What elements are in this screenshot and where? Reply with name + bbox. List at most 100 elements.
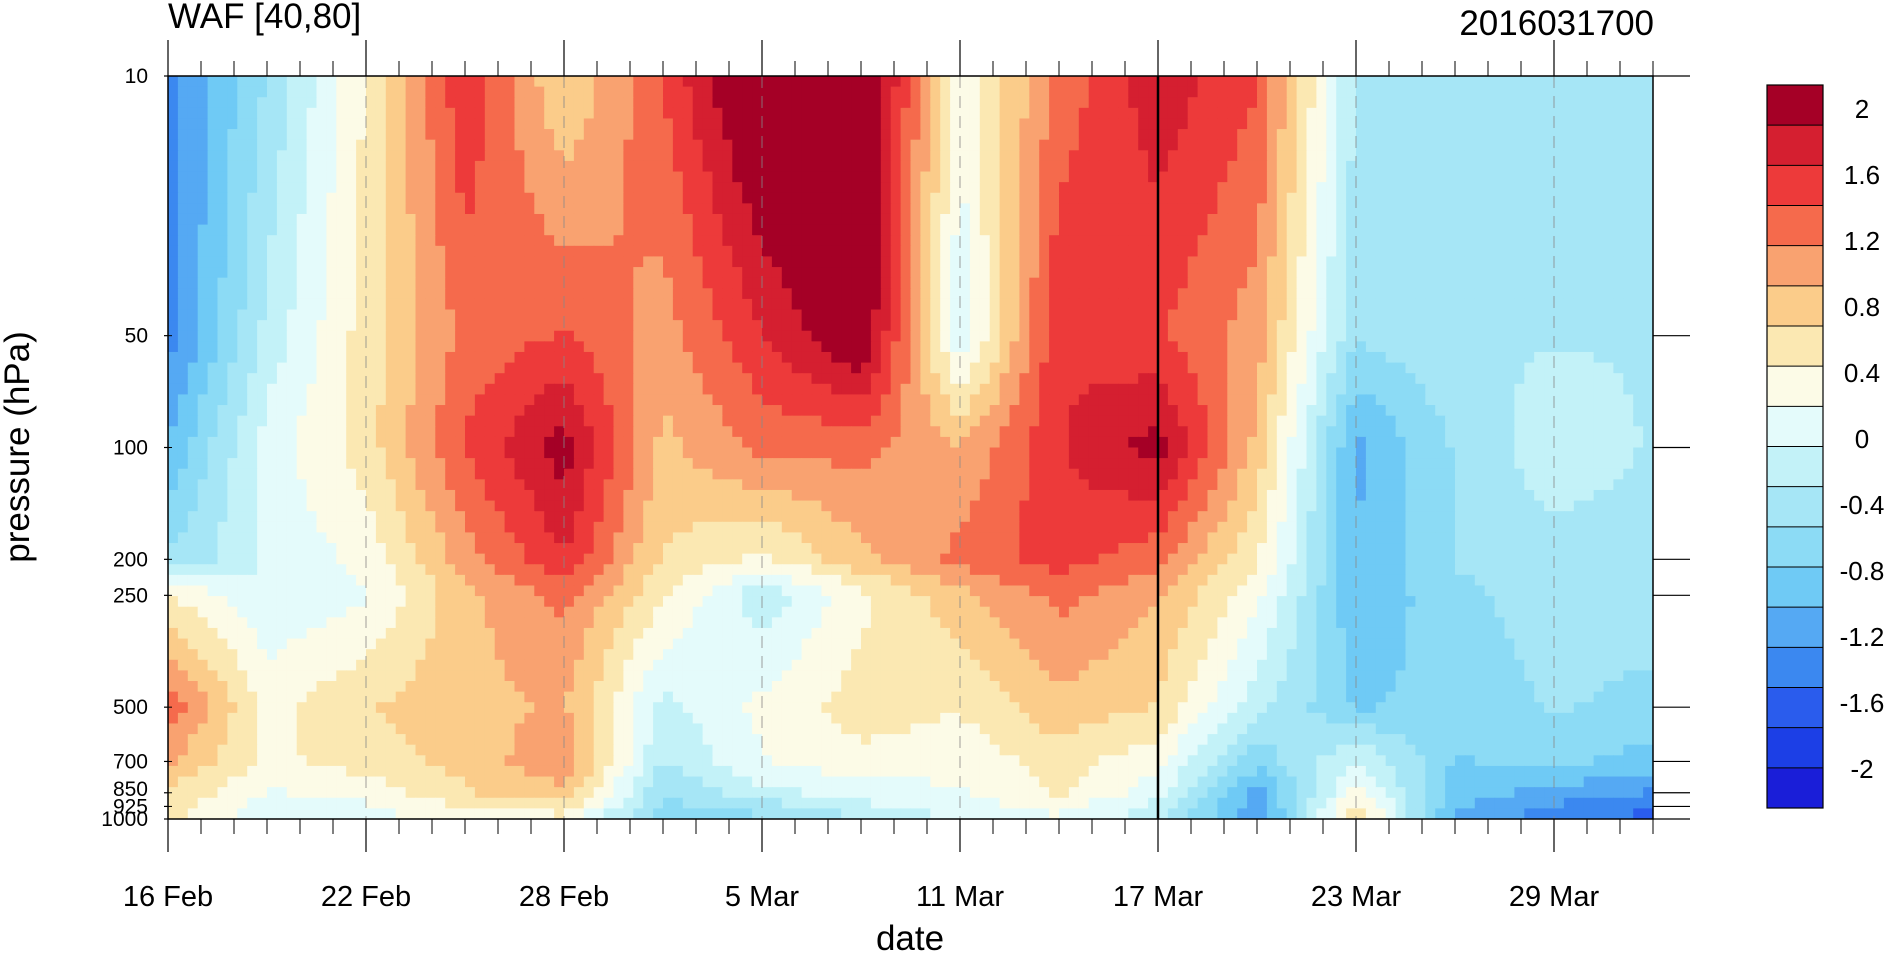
contour-cell <box>633 309 644 321</box>
contour-cell <box>1187 277 1199 289</box>
contour-cell <box>1464 288 1476 300</box>
contour-cell <box>237 351 248 364</box>
contour-cell <box>1455 203 1466 215</box>
contour-cell <box>583 277 595 289</box>
contour-cell <box>1148 129 1159 141</box>
contour-cell <box>1088 160 1100 173</box>
contour-cell <box>177 298 189 311</box>
contour-cell <box>1603 86 1614 98</box>
contour-cell <box>247 405 258 417</box>
contour-cell <box>494 277 506 289</box>
contour-cell <box>1534 415 1545 427</box>
contour-cell <box>722 150 733 162</box>
contour-cell <box>237 150 248 162</box>
contour-cell <box>1504 394 1515 406</box>
contour-cell <box>276 405 288 417</box>
contour-cell <box>375 76 387 88</box>
contour-cell <box>870 298 882 311</box>
contour-cell <box>643 150 654 162</box>
contour-cell <box>445 362 456 374</box>
contour-cell <box>1425 288 1436 300</box>
contour-cell <box>534 277 545 289</box>
contour-cell <box>821 182 832 194</box>
contour-cell <box>861 373 872 385</box>
contour-cell <box>1128 171 1139 183</box>
contour-cell <box>762 160 773 173</box>
contour-cell <box>1029 415 1040 427</box>
contour-cell <box>1623 288 1634 300</box>
contour-cell <box>1187 405 1199 417</box>
contour-cell <box>524 192 535 204</box>
contour-cell <box>762 362 773 374</box>
contour-cell <box>900 224 912 236</box>
contour-cell <box>1019 351 1030 364</box>
contour-cell <box>1484 182 1496 194</box>
contour-cell <box>1514 373 1525 385</box>
contour-cell <box>940 171 951 183</box>
contour-cell <box>187 256 199 268</box>
contour-cell <box>564 213 575 226</box>
contour-cell <box>1068 107 1080 120</box>
contour-cell <box>583 415 595 427</box>
contour-cell <box>564 351 575 364</box>
contour-cell <box>544 192 555 204</box>
contour-cell <box>1059 351 1070 364</box>
contour-cell <box>405 203 417 215</box>
contour-cell <box>1197 288 1209 300</box>
contour-cell <box>692 192 704 204</box>
contour-cell <box>1534 203 1545 215</box>
contour-cell <box>1039 288 1050 300</box>
contour-cell <box>1385 245 1397 258</box>
contour-cell <box>573 245 585 258</box>
contour-cell <box>1306 182 1317 194</box>
contour-cell <box>1544 107 1555 120</box>
contour-cell <box>375 235 387 247</box>
contour-cell <box>1187 267 1199 279</box>
contour-cell <box>217 267 228 279</box>
contour-cell <box>910 139 921 151</box>
contour-cell <box>1573 415 1585 427</box>
contour-cell <box>1316 97 1327 109</box>
contour-cell <box>633 213 644 226</box>
contour-cell <box>197 224 209 236</box>
contour-cell <box>1504 213 1515 226</box>
contour-cell <box>356 256 367 268</box>
contour-cell <box>247 160 258 173</box>
contour-cell <box>603 118 615 130</box>
contour-cell <box>1187 213 1199 226</box>
contour-cell <box>435 235 446 247</box>
contour-cell <box>643 298 654 311</box>
contour-cell <box>910 160 921 173</box>
contour-cell <box>227 235 238 247</box>
contour-cell <box>197 235 209 247</box>
contour-cell <box>1187 86 1199 98</box>
contour-cell <box>1088 341 1100 353</box>
contour-cell <box>1207 97 1218 109</box>
contour-cell <box>989 235 1001 247</box>
contour-cell <box>356 415 367 427</box>
contour-cell <box>900 320 912 332</box>
contour-cell <box>1336 107 1347 120</box>
contour-cell <box>524 97 535 109</box>
contour-cell <box>623 213 634 226</box>
contour-cell <box>1435 129 1446 141</box>
contour-cell <box>999 383 1011 396</box>
contour-cell <box>1276 192 1288 204</box>
contour-cell <box>474 139 486 151</box>
contour-cell <box>1455 415 1466 427</box>
contour-cell <box>1445 298 1456 311</box>
contour-cell <box>217 320 228 332</box>
contour-cell <box>1019 405 1030 417</box>
contour-cell <box>306 405 318 417</box>
contour-cell <box>979 298 991 311</box>
contour-cell <box>1257 362 1268 374</box>
contour-cell <box>1563 129 1575 141</box>
contour-cell <box>910 320 921 332</box>
contour-cell <box>1534 235 1545 247</box>
contour-cell <box>1237 362 1248 374</box>
contour-cell <box>821 150 832 162</box>
contour-cell <box>821 394 832 406</box>
contour-cell <box>474 341 486 353</box>
contour-cell <box>1336 203 1347 215</box>
contour-cell <box>732 373 743 385</box>
